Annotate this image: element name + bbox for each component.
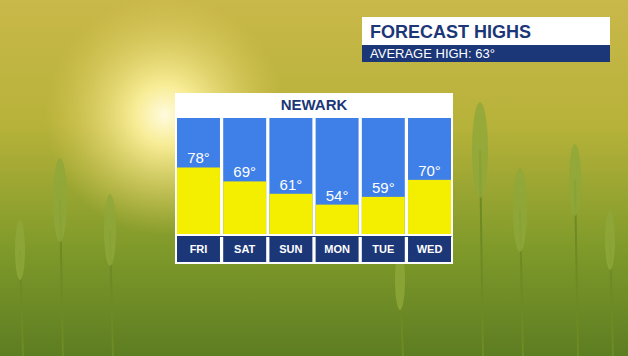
bar <box>177 167 220 234</box>
bar <box>362 197 405 234</box>
x-tick-label: WED <box>417 243 443 255</box>
bar <box>316 205 359 234</box>
column-background <box>408 118 451 234</box>
category-band <box>177 236 220 262</box>
column-background <box>316 118 359 234</box>
bars <box>177 167 451 234</box>
wheat-head <box>569 144 581 216</box>
category-band <box>408 236 451 262</box>
annotation-box <box>362 45 610 62</box>
bar <box>408 180 451 234</box>
wheat-head <box>605 210 615 270</box>
x-tick-label: SAT <box>234 243 255 255</box>
column-backgrounds <box>177 118 451 262</box>
x-tick-label: SUN <box>279 243 302 255</box>
x-tick: WED <box>417 236 443 255</box>
x-tick-label: FRI <box>190 243 208 255</box>
x-tick: TUE <box>372 236 394 255</box>
data-label: 70° <box>418 162 441 179</box>
title: FORECAST HIGHS <box>370 22 531 42</box>
data-label: 61° <box>280 176 303 193</box>
x-tick: MON <box>324 236 350 255</box>
category-band <box>269 236 312 262</box>
data-label: 54° <box>326 187 349 204</box>
y-axis <box>176 119 177 235</box>
column-background <box>177 118 220 234</box>
y-axis-line <box>176 119 177 235</box>
data-label: 69° <box>233 163 256 180</box>
wheat-head <box>53 158 67 242</box>
chart-canvas: FORECAST HIGHS AVERAGE HIGH: 63° NEWARK 78°… <box>0 0 628 356</box>
x-tick: FRI <box>190 236 208 255</box>
x-axis-line <box>178 236 452 237</box>
subtitle: NEWARK <box>281 96 348 113</box>
column-background <box>362 118 405 234</box>
wheat-head <box>513 168 527 252</box>
wheat-head <box>472 102 488 198</box>
bar <box>269 194 312 234</box>
wheat-head <box>104 194 116 266</box>
bar <box>223 181 266 234</box>
category-band <box>362 236 405 262</box>
category-band <box>223 236 266 262</box>
x-tick: SAT <box>234 236 255 255</box>
annotation: AVERAGE HIGH: 63° <box>370 46 495 61</box>
data-labels: 78° 69° 61° 54° 59° 70° <box>187 149 441 203</box>
column-background <box>269 118 312 234</box>
data-label: 59° <box>372 179 395 196</box>
panel <box>175 93 453 264</box>
x-axis: FRI SAT SUN MON TUE WED <box>178 236 452 255</box>
title-box <box>362 17 610 45</box>
x-tick-label: TUE <box>372 243 394 255</box>
category-band <box>316 236 359 262</box>
wheat-head <box>15 220 25 280</box>
x-tick: SUN <box>279 236 302 255</box>
data-label: 78° <box>187 149 210 166</box>
column-background <box>223 118 266 234</box>
x-tick-label: MON <box>324 243 350 255</box>
